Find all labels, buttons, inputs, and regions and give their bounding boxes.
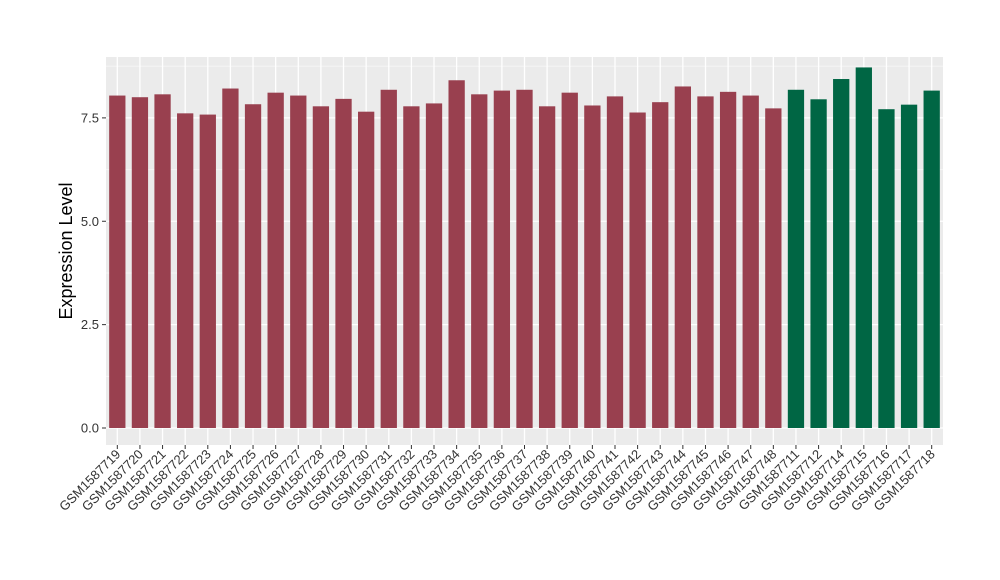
bar-GSM1587739 bbox=[561, 92, 578, 429]
y-axis: 0.0 2.5 5.0 7.5 bbox=[81, 110, 106, 436]
y-tick-label: 7.5 bbox=[81, 110, 99, 125]
bar-GSM1587744 bbox=[674, 86, 691, 428]
bar-GSM1587733 bbox=[425, 103, 443, 428]
bar-GSM1587745 bbox=[697, 96, 714, 428]
bar-GSM1587734 bbox=[448, 80, 465, 428]
bar-GSM1587712 bbox=[810, 99, 827, 429]
bar-GSM1587731 bbox=[380, 89, 397, 429]
bars bbox=[109, 67, 940, 429]
bar-GSM1587721 bbox=[154, 94, 171, 429]
bar-GSM1587719 bbox=[109, 95, 126, 429]
bar-GSM1587715 bbox=[855, 67, 872, 429]
bar-GSM1587717 bbox=[900, 104, 918, 428]
bar-GSM1587730 bbox=[358, 111, 375, 428]
bar-GSM1587746 bbox=[719, 91, 737, 429]
bar-GSM1587743 bbox=[652, 102, 669, 428]
bar-GSM1587728 bbox=[312, 106, 330, 428]
bar-GSM1587742 bbox=[629, 112, 646, 428]
x-axis: GSM1587719GSM1587720GSM1587721GSM1587722… bbox=[56, 445, 938, 514]
bar-GSM1587718 bbox=[923, 90, 940, 429]
y-axis-title: Expression Level bbox=[56, 182, 76, 319]
bar-GSM1587735 bbox=[471, 94, 488, 429]
bar-GSM1587714 bbox=[833, 79, 850, 428]
bar-GSM1587716 bbox=[878, 109, 895, 428]
bar-GSM1587748 bbox=[765, 108, 782, 428]
bar-GSM1587724 bbox=[222, 88, 239, 428]
y-tick-label: 0.0 bbox=[81, 421, 99, 436]
y-tick-label: 2.5 bbox=[81, 317, 99, 332]
bar-GSM1587741 bbox=[606, 96, 624, 428]
bar-GSM1587732 bbox=[403, 106, 420, 428]
bar-GSM1587720 bbox=[131, 97, 149, 428]
bar-GSM1587737 bbox=[516, 89, 533, 429]
bar-GSM1587738 bbox=[538, 106, 556, 428]
bar-GSM1587729 bbox=[335, 98, 352, 428]
y-tick-label: 5.0 bbox=[81, 214, 99, 229]
bar-GSM1587711 bbox=[787, 89, 805, 429]
bar-GSM1587740 bbox=[584, 105, 601, 428]
bar-GSM1587747 bbox=[742, 95, 759, 429]
bar-GSM1587722 bbox=[177, 113, 194, 428]
bar-GSM1587726 bbox=[267, 92, 284, 429]
bar-GSM1587725 bbox=[244, 104, 262, 428]
bar-GSM1587723 bbox=[199, 114, 216, 428]
bar-GSM1587736 bbox=[493, 90, 511, 429]
bar-GSM1587727 bbox=[290, 95, 307, 429]
